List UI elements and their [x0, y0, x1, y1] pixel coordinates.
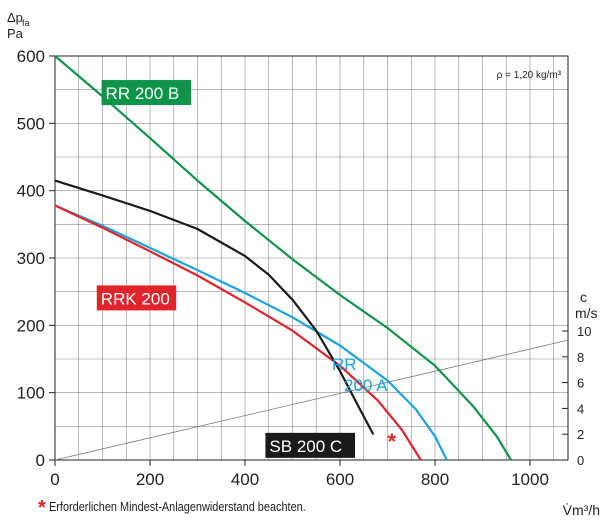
x-tick-label: 600: [326, 470, 354, 489]
velocity-axis-unit: m/s: [575, 305, 598, 321]
x-axis-label: V̇m³/h: [563, 502, 600, 518]
velocity-tick-label: 10: [577, 324, 591, 339]
velocity-tick-label: 8: [577, 350, 584, 365]
x-tick-label: 0: [50, 470, 59, 489]
curve-rr-200-b: [54, 55, 512, 461]
label-box-sb-200-c: [265, 432, 356, 458]
velocity-tick-label: 0: [577, 453, 584, 468]
y-tick-label: 400: [17, 182, 45, 201]
label-rr-200-a-line: RR: [332, 355, 357, 374]
y-tick-label: 300: [17, 249, 45, 268]
x-tick-label: 800: [421, 470, 449, 489]
x-tick-label: 200: [136, 470, 164, 489]
velocity-tick-label: 4: [577, 401, 584, 416]
velocity-line: [54, 339, 569, 461]
curve-sb-200-c: [54, 179, 375, 435]
curve-rrk-200: [54, 204, 422, 461]
y-tick-label: 200: [17, 316, 45, 335]
x-tick-label: 400: [231, 470, 259, 489]
velocity-tick-label: 6: [577, 376, 584, 391]
curve-rr-200-a: [54, 204, 448, 461]
label-box-rr-200-b: [101, 80, 192, 106]
footnote: * Erforderlichen Mindest-Anlagenwiderstan…: [38, 497, 354, 520]
y-tick-label: 0: [36, 451, 45, 470]
label-sb-200-c: SB 200 C: [269, 437, 342, 456]
y-axis-subscript: fa: [22, 18, 30, 28]
velocity-tick-label: 2: [577, 427, 584, 442]
x-tick-label: 1000: [511, 470, 549, 489]
y-axis-unit: Pa: [7, 26, 24, 41]
footnote-marker: *: [38, 497, 46, 519]
label-rr-200-a-line: 200 A: [344, 376, 388, 395]
density-note: ρ = 1,20 kg/m³: [497, 70, 562, 81]
y-tick-label: 600: [17, 47, 45, 66]
label-box-rrk-200: [96, 285, 177, 311]
label-rrk-200: RRK 200: [101, 289, 170, 308]
footnote-text: Erforderlichen Mindest-Anlagenwiderstand…: [48, 499, 306, 514]
label-rr-200-b: RR 200 B: [106, 84, 180, 103]
y-tick-label: 500: [17, 114, 45, 133]
y-axis-symbol: Δp: [7, 10, 23, 25]
annotation-star: *: [388, 429, 397, 454]
y-tick-label: 100: [17, 384, 45, 403]
velocity-axis-label: c: [580, 289, 587, 305]
